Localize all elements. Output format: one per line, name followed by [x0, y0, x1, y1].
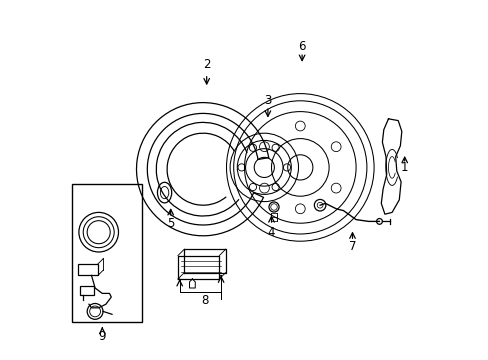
Text: 2: 2: [203, 58, 210, 71]
Text: 7: 7: [348, 240, 356, 253]
Text: 1: 1: [400, 161, 407, 174]
Text: 9: 9: [99, 330, 106, 343]
Bar: [80, 286, 94, 295]
Text: 6: 6: [298, 40, 305, 53]
Text: 3: 3: [264, 94, 271, 107]
Text: 8: 8: [201, 294, 208, 307]
Text: 4: 4: [267, 226, 275, 239]
Bar: [78, 264, 98, 275]
Bar: [72, 184, 142, 322]
Text: 5: 5: [167, 217, 174, 230]
